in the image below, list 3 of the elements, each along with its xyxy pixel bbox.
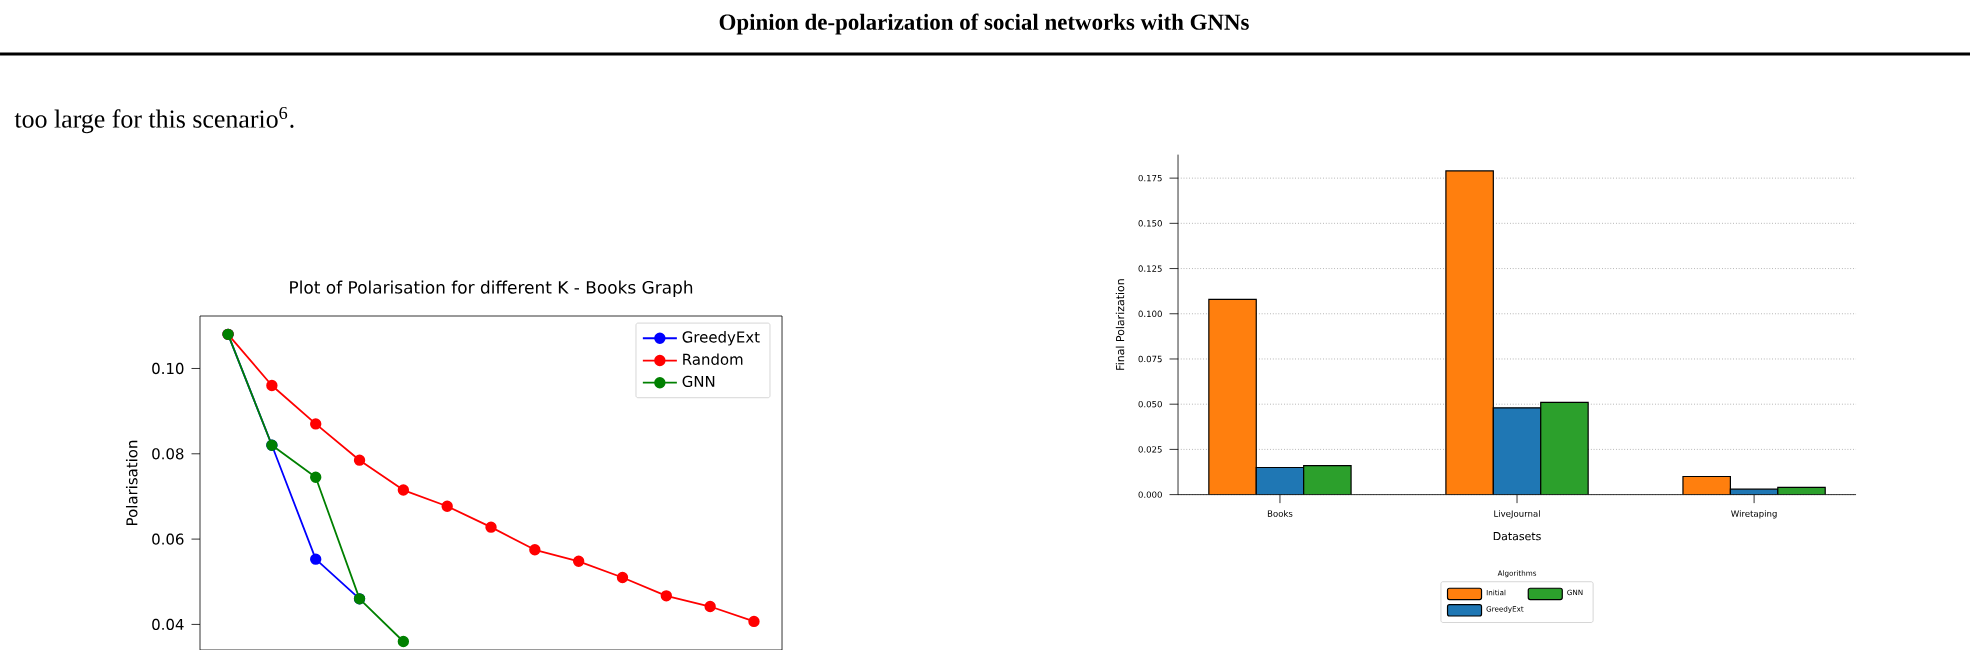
text: too large for this scenario$^{6}$. [14,106,294,134]
chart-title: Plot of Polarisation for different K - Books Graph [290,280,693,298]
text: Opinion de-polarization of social networks with GNNs [719,13,1249,35]
